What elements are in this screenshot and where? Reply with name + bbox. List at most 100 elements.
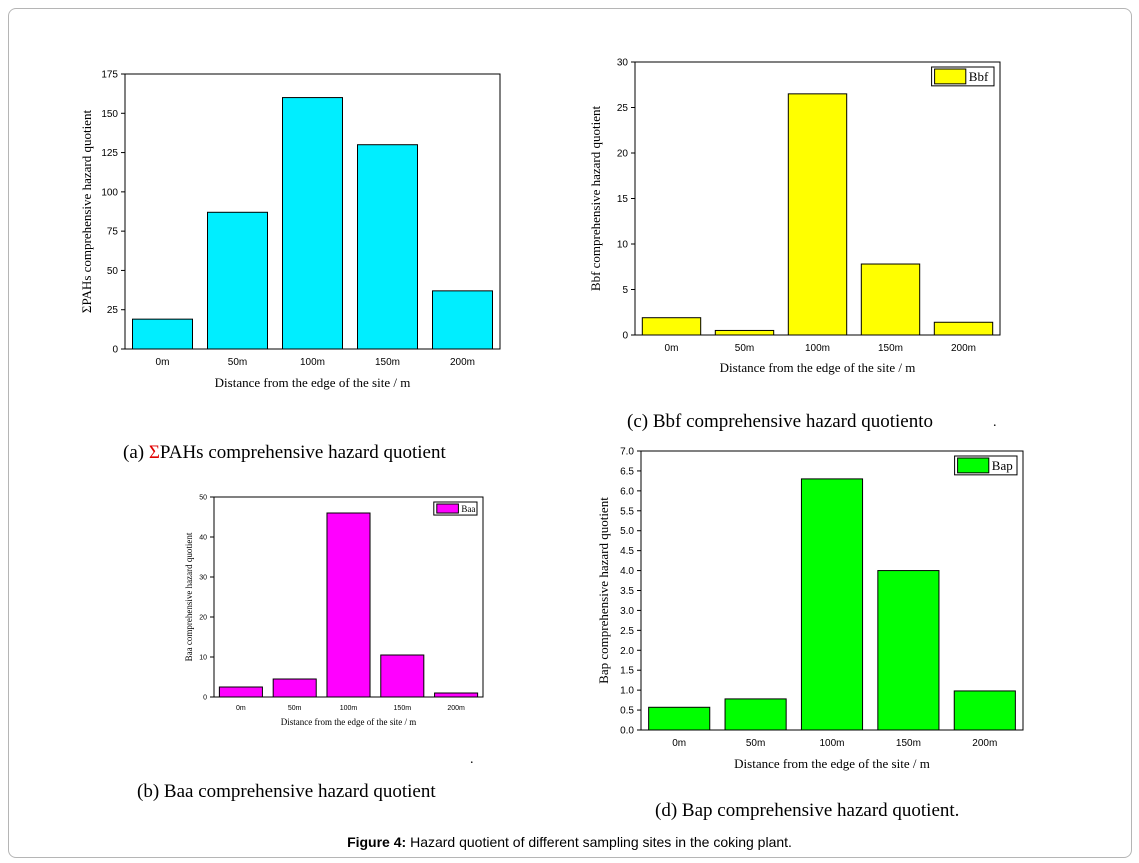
x-tick-label-d: 100m [819,738,844,749]
y-tick-label-a: 175 [101,70,118,81]
legend-swatch-c [934,68,967,85]
caption-c-dot: . [993,415,997,430]
y-tick-label-c: 0 [622,331,628,342]
bar-b-50m [272,678,317,698]
x-tick-label-a: 0m [156,357,170,368]
y-tick-label-d: 0.0 [620,726,634,737]
y-tick-label-d: 5.0 [620,526,634,537]
y-tick-label-d: 4.5 [620,546,634,557]
chart-c-bbf: 0 5 10 15 20 25 30 0m 50m 100m 150m 200m Distance fr… [588,58,1001,375]
x-tick-label-b: 200m [447,705,465,712]
legend-swatch-b [436,503,459,514]
y-tick-label-b: 30 [199,574,207,581]
x-tick-label-c: 200m [951,343,976,354]
legend-swatch-d [957,457,990,474]
y-tick-label-d: 5.5 [620,506,634,517]
x-axis-label-b: Distance from the edge of the site / m [281,717,416,727]
legend-label-d: Bap [992,458,1013,473]
figure-caption: Figure 4: Hazard quotient of different s… [0,834,1139,850]
y-tick-label-c: 25 [617,103,629,114]
y-tick-label-a: 0 [112,345,118,356]
y-tick-label-d: 2.5 [620,626,634,637]
x-tick-label-d: 150m [896,738,921,749]
y-tick-label-d: 2.0 [620,646,634,657]
x-axis-label-a: Distance from the edge of the site / m [215,375,411,390]
bar-d-100m [800,478,864,731]
bar-a-200m [432,290,493,350]
caption-a-prefix: (a) [123,442,149,463]
y-tick-label-c: 30 [617,58,629,69]
y-axis-label-b: Baa comprehensive hazard quotient [184,532,194,661]
bar-b-200m [434,692,479,698]
x-tick-label-a: 150m [375,357,400,368]
y-tick-label-b: 20 [199,614,207,621]
legend-label-c: Bbf [969,69,989,84]
bar-d-200m [953,690,1016,731]
y-tick-label-b: 0 [203,694,207,701]
bar-d-50m [724,698,787,731]
caption-d: (d) Bap comprehensive hazard quotient. [655,800,960,821]
bar-c-100m [787,93,848,336]
y-tick-label-a: 25 [107,305,119,316]
plot-frame-a [124,73,501,350]
x-tick-label-c: 50m [735,343,754,354]
x-tick-label-d: 0m [672,738,686,749]
y-tick-label-d: 3.0 [620,606,634,617]
y-tick-label-d: 4.0 [620,566,634,577]
figure-label: Figure 4: [347,834,407,850]
caption-c: (c) Bbf comprehensive hazard quotiento [627,411,933,432]
y-tick-label-d: 3.5 [620,586,634,597]
y-tick-label-a: 75 [107,227,119,238]
caption-b: (b) Baa comprehensive hazard quotient [137,781,436,802]
x-tick-label-c: 150m [878,343,903,354]
bar-a-100m [282,97,343,350]
chart-b-baa: 0 10 20 30 40 50 0m 50m 100m 150m 200m Distance fro… [184,494,484,727]
bar-c-50m [714,329,775,336]
bar-a-150m [357,144,418,350]
caption-a-rest: PAHs comprehensive hazard quotient [159,442,446,463]
x-tick-label-a: 200m [450,357,475,368]
bar-c-0m [641,317,702,336]
x-tick-label-a: 100m [300,357,325,368]
y-tick-label-b: 10 [199,654,207,661]
y-tick-label-d: 7.0 [620,447,634,458]
y-tick-label-c: 5 [622,285,628,296]
x-axis-label-c: Distance from the edge of the site / m [720,360,916,375]
plot-frame-b [213,496,484,698]
x-tick-label-d: 50m [746,738,765,749]
y-tick-label-d: 6.0 [620,486,634,497]
x-tick-label-b: 100m [340,705,358,712]
y-tick-label-d: 1.5 [620,666,634,677]
y-axis-label-d: Bap comprehensive hazard quotient [596,497,611,684]
y-tick-label-d: 1.0 [620,686,634,697]
x-tick-label-b: 0m [236,705,246,712]
y-tick-label-a: 50 [107,266,119,277]
y-tick-label-b: 50 [199,494,207,501]
x-tick-label-b: 150m [394,705,412,712]
bar-d-150m [877,570,940,731]
x-tick-label-a: 50m [228,357,247,368]
bar-c-150m [860,263,921,336]
bar-d-0m [648,706,711,731]
figure-frame [8,8,1132,858]
chart-d-bap: 0.0 0.5 1.0 1.5 2.0 2.5 3.0 3.5 4.0 4.5 5.0 5.5 6.0 6… [596,447,1024,771]
bar-b-0m [218,686,263,698]
y-tick-label-a: 125 [101,148,118,159]
y-tick-label-d: 6.5 [620,466,634,477]
bar-c-200m [933,321,994,336]
chart-a-spahs: 0 25 50 75 100 125 150 175 0m 50m 100m 150m 200m Dist… [79,70,501,390]
figure-caption-text: Hazard quotient of different sampling si… [406,834,792,850]
y-axis-label-c: Bbf comprehensive hazard quotient [588,106,603,292]
bar-a-50m [207,211,268,350]
x-tick-label-c: 0m [665,343,679,354]
legend-label-b: Baa [461,504,475,514]
x-tick-label-b: 50m [288,705,302,712]
bar-b-150m [380,654,425,698]
x-tick-label-d: 200m [972,738,997,749]
y-tick-label-b: 40 [199,534,207,541]
y-tick-label-a: 150 [101,109,118,120]
caption-b-dot: . [470,752,474,767]
bar-a-0m [132,318,193,350]
bar-b-100m [326,512,371,698]
y-tick-label-a: 100 [101,187,118,198]
